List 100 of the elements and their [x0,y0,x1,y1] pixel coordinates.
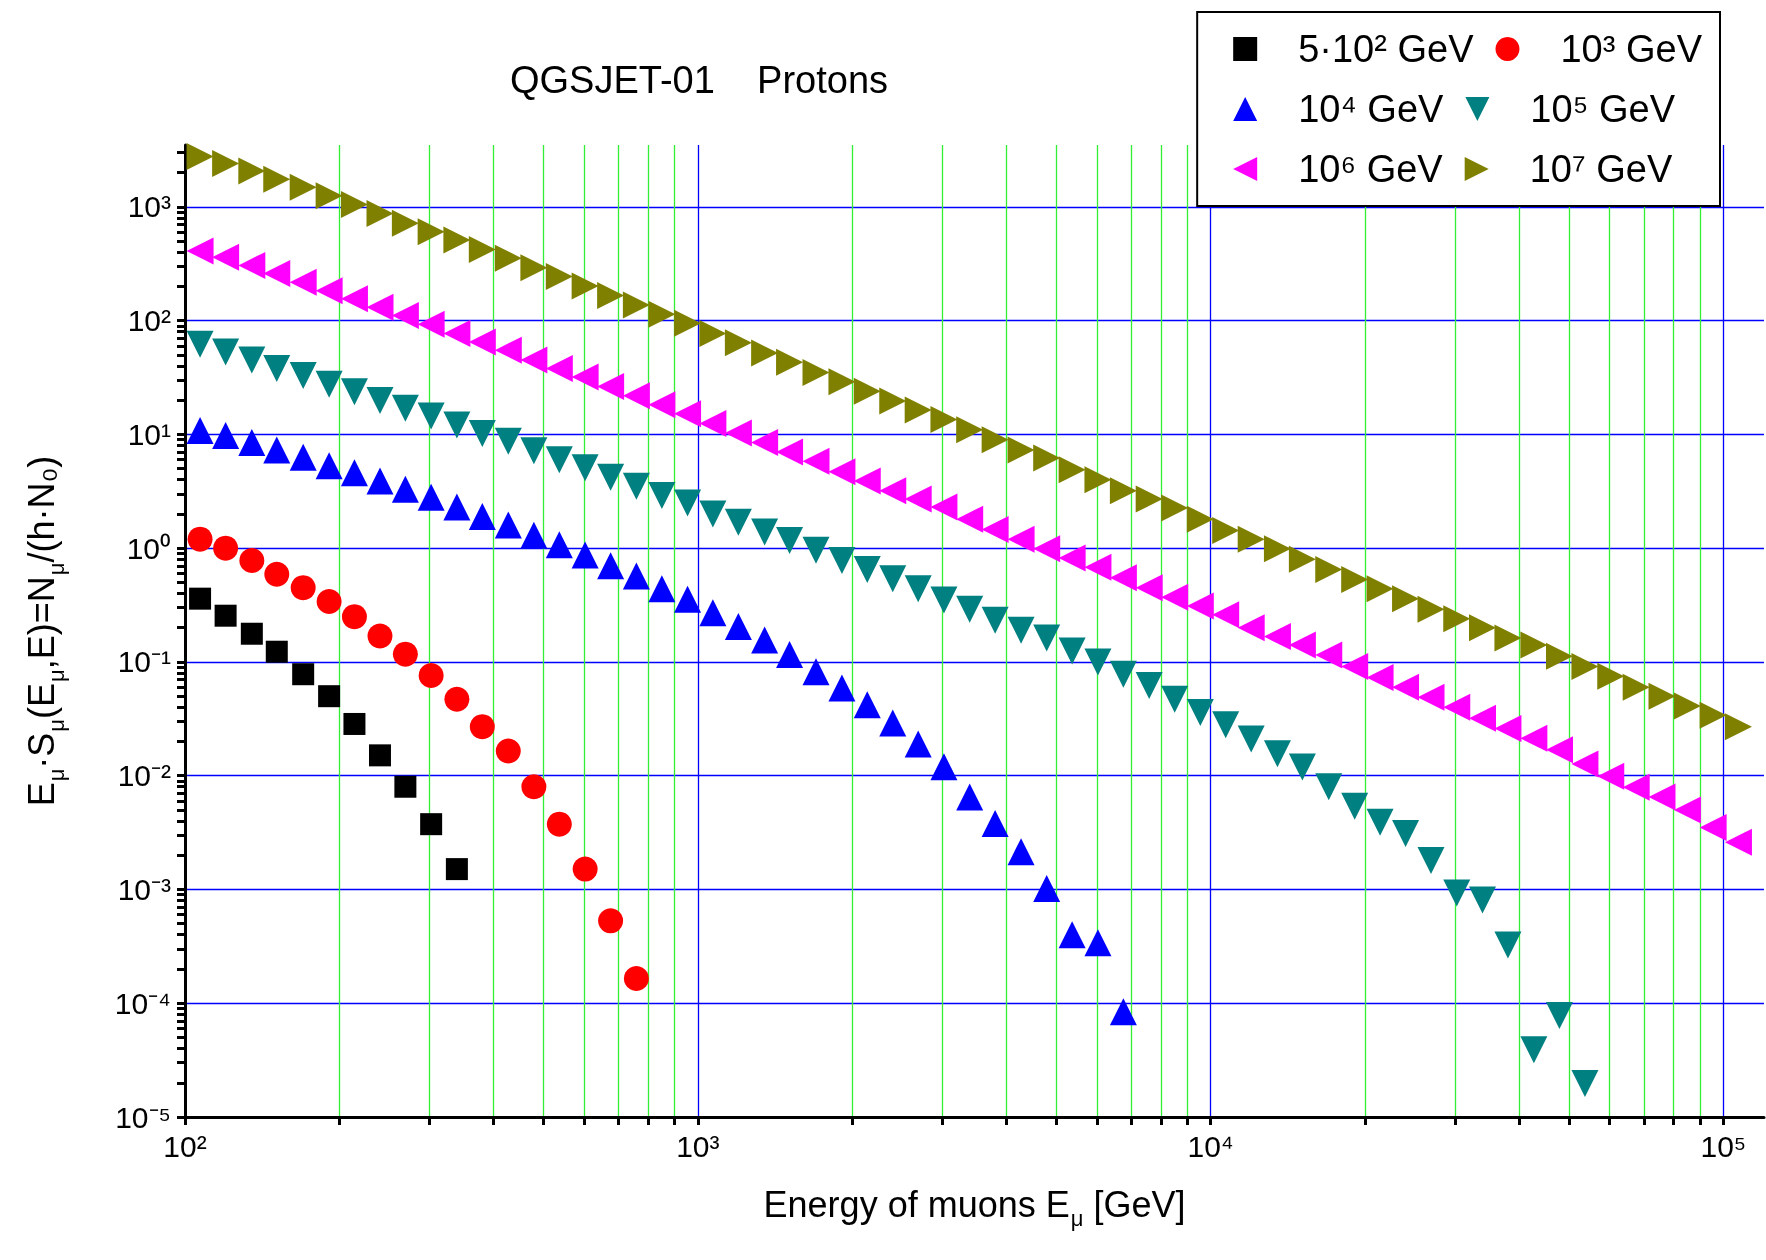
point [391,394,419,422]
x-tick-label: 10⁵ [1700,1129,1747,1163]
point [289,443,317,471]
point [238,346,266,374]
point [1033,875,1061,902]
point [417,483,445,511]
point [366,386,394,414]
point [1494,931,1522,959]
point [623,966,649,991]
point [443,411,471,439]
point [468,419,496,447]
y-tick-label: 10⁻² [117,759,172,793]
point [571,454,599,482]
point [264,561,290,587]
point [1058,921,1086,949]
x-tick-label: 10⁴ [1187,1129,1234,1163]
point [724,508,752,536]
point [392,641,418,667]
point [186,330,214,358]
point [1033,624,1061,652]
point [289,361,317,389]
point [648,482,676,510]
point [521,774,547,800]
point [1007,616,1035,644]
point [545,446,573,474]
point [340,378,368,406]
point [394,775,417,798]
point [853,691,881,719]
point [494,427,522,455]
point [724,612,752,640]
point [648,575,676,603]
point [1520,1036,1548,1064]
point [598,908,624,934]
point [802,536,830,564]
point [1161,685,1189,713]
point [468,502,496,530]
point [212,338,240,366]
point [930,586,958,614]
legend-label: 10⁷ GeV [1529,148,1673,190]
point [1392,820,1420,848]
y-tick-label: 10² [127,304,172,338]
y-tick-label: 10⁰ [126,531,171,565]
point [263,354,291,382]
point [622,472,650,500]
point [597,463,625,491]
point [213,535,239,561]
point [956,595,984,623]
point [1417,846,1445,874]
point [1084,648,1112,676]
point [622,562,650,590]
point [1545,1002,1573,1030]
point [776,641,804,669]
legend-label: 5·10² GeV [1298,28,1475,70]
point [1084,929,1112,957]
point [290,575,316,601]
point [699,500,727,528]
point [391,475,419,503]
y-tick-label: 10⁻¹ [117,645,172,679]
point [494,511,522,539]
point [1135,672,1163,700]
point [1288,753,1316,781]
point [904,575,932,603]
point [1443,879,1471,907]
legend-label: 10⁶ GeV [1298,148,1444,190]
chart-title: QGSJET-01 Protons [510,59,889,101]
y-tick-label: 10⁻³ [117,872,172,906]
point [1263,740,1291,768]
point [956,783,984,811]
legend-label: 10³ GeV [1560,28,1703,70]
point [674,585,702,613]
point [316,588,342,614]
point [495,738,521,764]
point [597,552,625,580]
point [520,521,548,549]
point [1315,773,1343,801]
point [318,685,341,708]
point [545,531,573,559]
point [263,436,291,464]
point [904,730,932,758]
legend-label: 10⁴ GeV [1298,88,1445,130]
point [214,604,237,627]
point [420,813,443,836]
point [853,555,881,583]
point [1468,886,1496,914]
point [367,623,393,649]
point [981,810,1009,838]
point [187,526,213,552]
point [469,714,495,740]
point [1571,1070,1599,1097]
point [445,858,468,881]
point [1186,698,1214,726]
x-tick-label: 10³ [676,1129,720,1163]
point [343,712,366,735]
legend-label: 10⁵ GeV [1530,88,1676,130]
point [186,417,214,445]
point [444,686,470,712]
point [418,663,444,688]
point [265,640,288,663]
point [981,606,1009,634]
point [238,428,266,456]
